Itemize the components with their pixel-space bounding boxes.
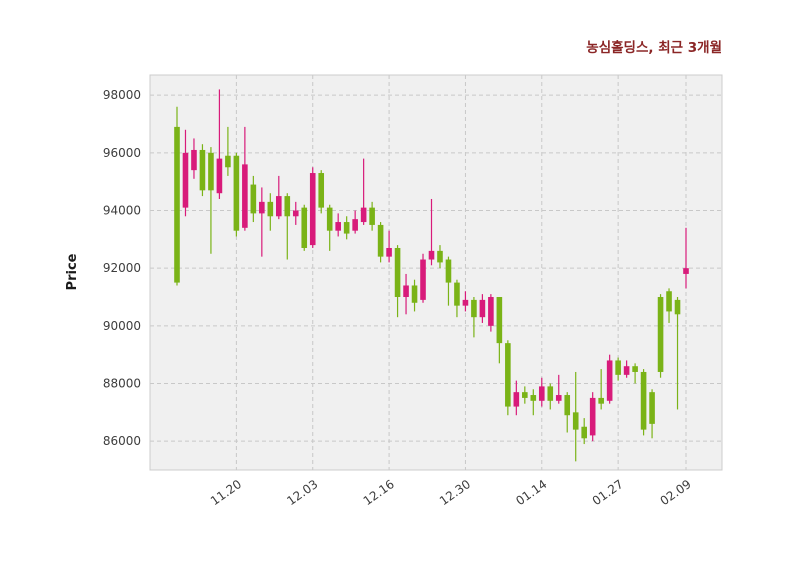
chart-title: 농심홀딩스, 최근 3개월 <box>586 39 722 56</box>
candle-body <box>547 386 554 401</box>
candle-body <box>657 297 664 372</box>
candle-body <box>284 196 291 217</box>
y-tick-label: 86000 <box>103 434 141 448</box>
candle-body <box>479 299 486 318</box>
candle-body <box>598 397 604 404</box>
candle-body <box>394 247 401 298</box>
candle-body <box>233 155 240 231</box>
candle-body <box>445 259 452 283</box>
candle-body <box>496 297 503 344</box>
candle-body <box>420 259 426 300</box>
y-tick-label: 90000 <box>103 319 141 333</box>
y-tick-label: 96000 <box>103 146 141 160</box>
candle-body <box>666 291 672 312</box>
candle-body <box>191 149 197 171</box>
candle-body <box>572 412 579 430</box>
plot-area: 86000 88000 90000 92000 94000 96000 98000 11.20… <box>103 74 723 508</box>
candle-body <box>454 282 460 306</box>
candle-body <box>259 201 265 214</box>
candle-body <box>530 395 537 401</box>
candle-body <box>318 173 325 208</box>
candle-body <box>335 222 341 231</box>
candle-body <box>606 360 613 401</box>
candle-body <box>208 152 214 191</box>
candle-body <box>403 285 409 298</box>
y-tick-label: 98000 <box>103 88 141 102</box>
candle-body <box>513 392 520 407</box>
candle-body <box>555 395 562 401</box>
candle-body <box>250 184 257 214</box>
candle-body <box>225 155 231 168</box>
candle-body <box>471 299 477 318</box>
candle-body <box>267 201 274 217</box>
candle-body <box>589 397 596 436</box>
candle-body <box>538 386 545 401</box>
x-tick-label: 02.09 <box>658 477 694 508</box>
candle-body <box>632 366 638 372</box>
x-tick-label: 12.16 <box>361 477 397 508</box>
candle-body <box>411 285 418 303</box>
candle-body <box>352 219 358 231</box>
plot-background <box>150 75 722 470</box>
candle-body <box>343 222 350 234</box>
candle-body <box>437 250 443 263</box>
candle-body <box>522 392 528 398</box>
x-tick-label: 01.27 <box>590 477 626 508</box>
y-axis-label: Price <box>65 253 80 290</box>
candle-body <box>428 250 435 260</box>
candle-body <box>377 224 384 257</box>
candle-body <box>182 152 189 208</box>
candle-body <box>623 366 630 375</box>
candle-body <box>488 297 494 326</box>
candle-body <box>216 158 223 194</box>
candle-body <box>581 426 587 439</box>
candle-body <box>369 207 375 225</box>
x-tick-label: 11.20 <box>208 477 244 508</box>
candle-body <box>199 149 206 191</box>
x-tick-label: 12.30 <box>437 477 473 508</box>
candle-body <box>242 164 248 228</box>
candle-body <box>462 299 469 306</box>
candle-body <box>386 247 392 257</box>
candle-body <box>174 126 180 283</box>
plot-border <box>149 74 723 471</box>
y-tick-label: 94000 <box>103 204 141 218</box>
candle-body <box>615 360 621 375</box>
candle-body <box>326 207 333 231</box>
candle-body <box>674 299 681 315</box>
candle-body <box>640 371 647 430</box>
candle-body <box>649 392 655 424</box>
candle-body <box>309 173 316 246</box>
y-tick-label: 92000 <box>103 261 141 275</box>
candle-body <box>505 343 511 407</box>
x-tick-label: 12.03 <box>284 477 320 508</box>
candle-body <box>683 268 689 274</box>
candle-body <box>292 210 299 217</box>
candle-body <box>276 196 282 217</box>
candle-body <box>301 207 308 248</box>
y-tick-label: 88000 <box>103 377 141 391</box>
candle-body <box>564 395 571 416</box>
x-tick-label: 01.14 <box>513 477 549 508</box>
candle-body <box>360 207 367 223</box>
